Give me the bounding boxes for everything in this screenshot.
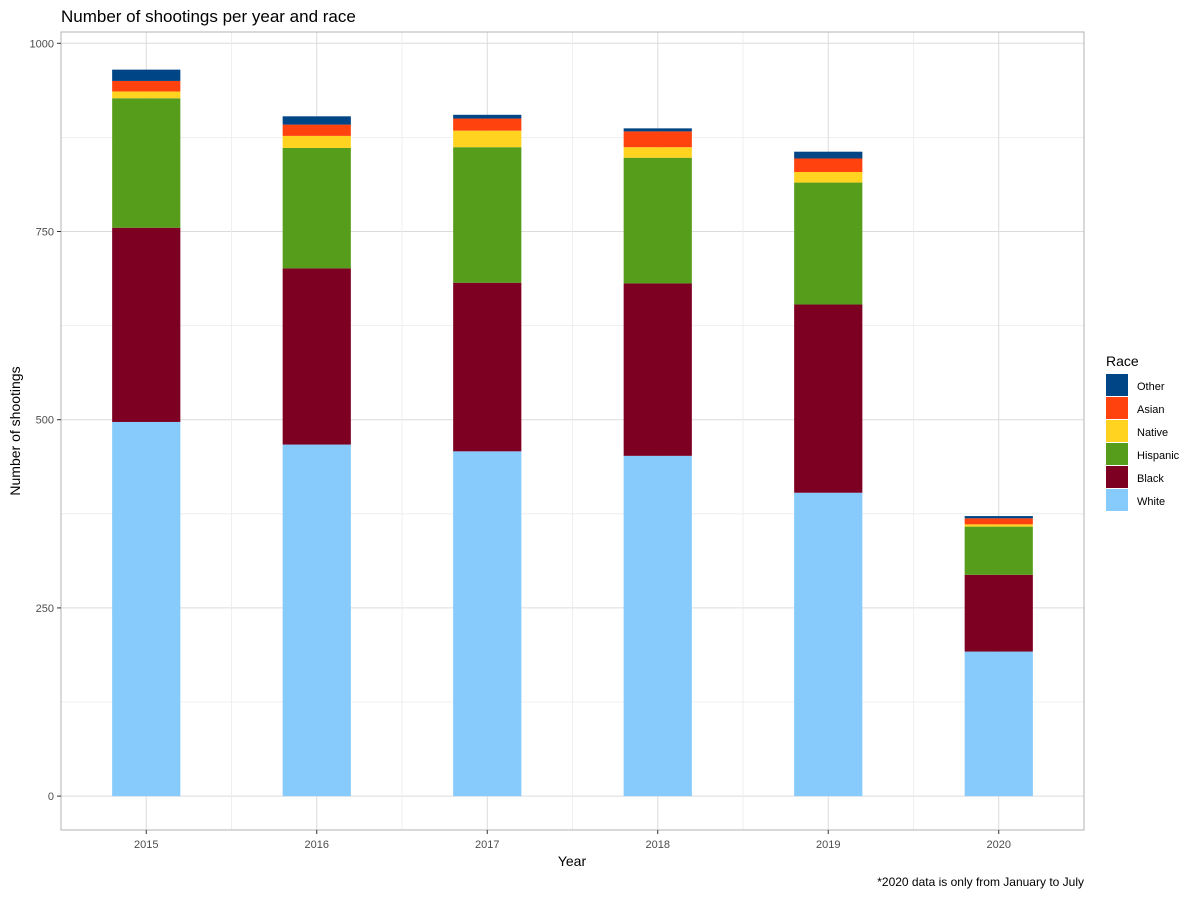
bar-asian-2018 [623, 131, 692, 148]
bar-black-2017 [453, 282, 522, 452]
plot-panel-border [60, 31, 1085, 831]
bar-native-2017 [453, 130, 522, 148]
y-tick-label: 0 [48, 791, 54, 803]
legend-key-black [1106, 466, 1128, 488]
x-tick-label: 2015 [134, 839, 158, 851]
bar-hispanic-2015 [112, 98, 181, 228]
bar-native-2018 [623, 147, 692, 158]
bar-asian-2017 [453, 118, 522, 131]
bar-asian-2016 [282, 124, 351, 136]
bar-native-2020 [964, 524, 1033, 527]
bar-asian-2015 [112, 80, 181, 92]
legend-label-black: Black [1137, 473, 1164, 485]
bar-other-2019 [794, 151, 863, 159]
bar-native-2016 [282, 135, 351, 148]
bar-black-2019 [794, 304, 863, 493]
y-tick-label: 750 [36, 227, 54, 239]
bar-black-2020 [964, 574, 1033, 652]
legend-key-native [1106, 420, 1128, 442]
bar-hispanic-2018 [623, 157, 692, 284]
bar-hispanic-2016 [282, 147, 351, 269]
bar-native-2015 [112, 91, 181, 99]
bar-other-2018 [623, 128, 692, 132]
bar-black-2018 [623, 283, 692, 456]
bar-other-2017 [453, 114, 522, 119]
legend-key-asian [1106, 397, 1128, 419]
legend-label-white: White [1137, 496, 1165, 508]
y-tick-label: 1000 [30, 38, 54, 50]
bar-hispanic-2020 [964, 526, 1033, 575]
legend: Race Other Asian Native Hispanic Black White [1106, 353, 1180, 511]
x-axis-label: Year [558, 853, 587, 869]
chart-caption: *2020 data is only from January to July [877, 875, 1084, 889]
y-tick-label: 500 [36, 415, 54, 427]
bar-hispanic-2017 [453, 147, 522, 283]
legend-key-white [1106, 489, 1128, 511]
grid-lines [61, 32, 1084, 830]
bar-black-2015 [112, 227, 181, 422]
bar-other-2015 [112, 69, 181, 81]
legend-title: Race [1106, 353, 1139, 369]
bar-asian-2019 [794, 158, 863, 173]
x-tick-label: 2016 [305, 839, 329, 851]
x-tick-label: 2018 [646, 839, 670, 851]
bar-other-2020 [964, 516, 1033, 519]
x-tick-label: 2017 [475, 839, 499, 851]
bar-white-2018 [623, 455, 692, 797]
bar-native-2019 [794, 172, 863, 183]
bar-white-2020 [964, 651, 1033, 797]
bar-black-2016 [282, 268, 351, 445]
bar-white-2016 [282, 444, 351, 797]
y-axis-label: Number of shootings [7, 366, 23, 495]
chart-title: Number of shootings per year and race [61, 7, 356, 26]
bar-other-2016 [282, 116, 351, 125]
x-tick-label: 2020 [987, 839, 1011, 851]
legend-label-other: Other [1137, 381, 1165, 393]
legend-key-hispanic [1106, 443, 1128, 465]
bar-hispanic-2019 [794, 182, 863, 305]
legend-key-other [1106, 374, 1128, 396]
bar-white-2015 [112, 421, 181, 797]
legend-label-native: Native [1137, 427, 1168, 439]
bar-white-2019 [794, 492, 863, 797]
legend-label-asian: Asian [1137, 404, 1165, 416]
bars [112, 69, 1033, 797]
y-tick-label: 250 [36, 603, 54, 615]
legend-label-hispanic: Hispanic [1137, 450, 1180, 462]
y-tick-labels: 0 250 500 750 1000 [30, 38, 61, 803]
bar-asian-2020 [964, 518, 1033, 525]
x-tick-label: 2019 [816, 839, 840, 851]
bar-white-2017 [453, 451, 522, 797]
x-tick-labels: 2015 2016 2017 2018 2019 2020 [134, 830, 1011, 851]
